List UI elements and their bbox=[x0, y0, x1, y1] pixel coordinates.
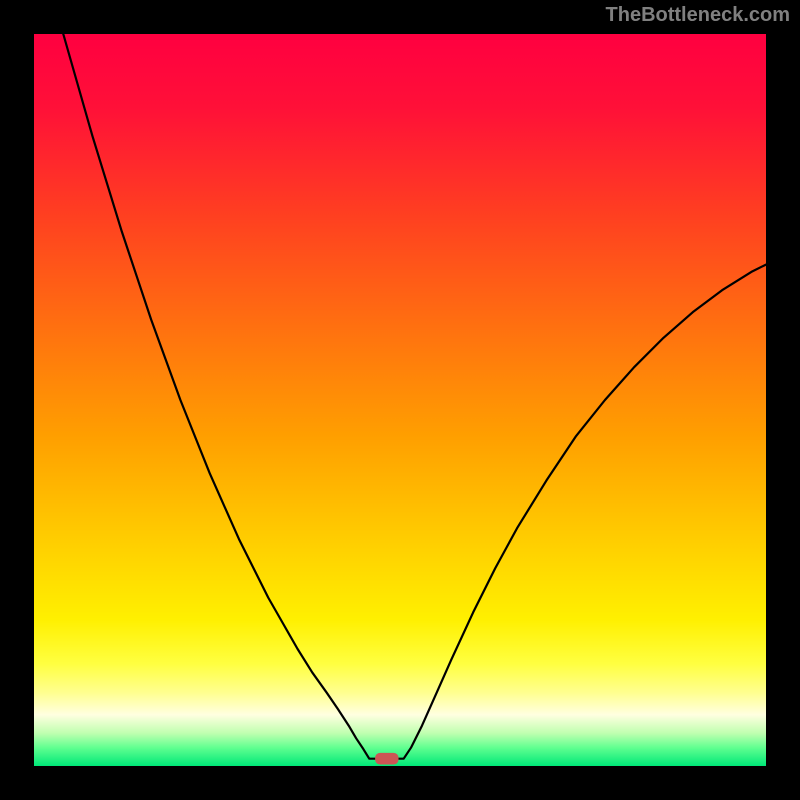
optimal-marker bbox=[375, 753, 398, 765]
bottleneck-chart bbox=[0, 0, 800, 800]
watermark-text: TheBottleneck.com bbox=[606, 4, 790, 27]
plot-background bbox=[34, 34, 766, 766]
chart-container: TheBottleneck.com bbox=[0, 0, 800, 800]
